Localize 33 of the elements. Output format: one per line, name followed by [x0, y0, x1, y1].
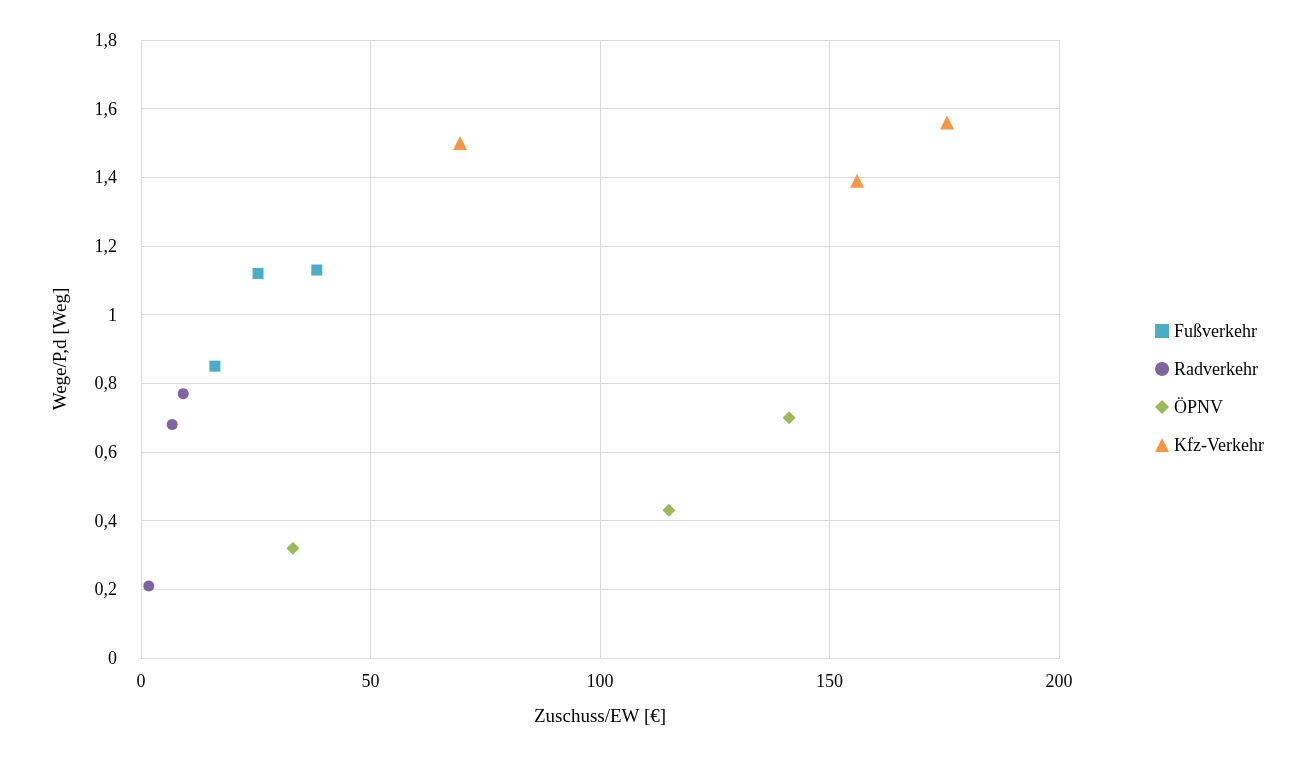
point [940, 115, 954, 130]
point [286, 541, 300, 555]
legend-label: Fußverkehr [1174, 321, 1258, 341]
y-tick-label: 1,6 [94, 98, 117, 119]
point [177, 388, 189, 400]
legend-label: ÖPNV [1174, 397, 1224, 417]
point [453, 136, 468, 150]
y-tick-label: 1 [108, 304, 117, 325]
y-tick-label: 1,2 [94, 236, 117, 256]
y-tick-label: 0,4 [94, 510, 117, 531]
x-tick-label: 0 [136, 671, 146, 691]
x-tick-label: 100 [586, 671, 614, 691]
point [209, 360, 221, 372]
point [662, 503, 676, 517]
y-tick-label: 0,8 [94, 373, 117, 394]
y-tick-label: 0,2 [94, 579, 117, 600]
point [143, 580, 155, 592]
legend-label: Kfz-Verkehr [1174, 435, 1265, 455]
point [252, 267, 264, 279]
point [311, 264, 323, 276]
y-tick-label: 0,6 [94, 442, 117, 462]
x-tick-label: 50 [361, 671, 380, 691]
x-tick-label: 150 [816, 671, 843, 691]
y-tick-label: 0 [108, 648, 117, 668]
y-axis-title: Wege/P,d [Weg] [49, 287, 70, 411]
point [166, 419, 178, 431]
point [850, 173, 865, 188]
point [782, 411, 796, 425]
x-axis-title: Zuschuss/EW [€] [533, 705, 667, 726]
y-tick-label: 1,4 [94, 167, 117, 188]
y-tick-label: 1,8 [94, 30, 117, 50]
x-tick-label: 200 [1045, 671, 1073, 691]
legend-label: Radverkehr [1174, 359, 1259, 379]
